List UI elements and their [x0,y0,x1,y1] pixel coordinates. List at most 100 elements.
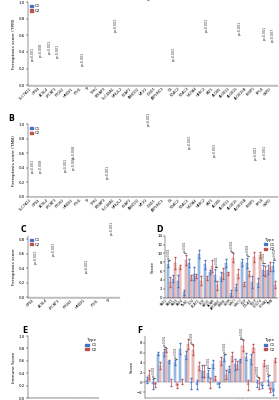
Bar [234,364,236,382]
Bar [236,365,238,382]
Bar [177,281,179,298]
Bar [196,382,198,385]
Text: p<0.001: p<0.001 [64,158,68,172]
Bar [223,358,225,382]
Bar [198,366,200,382]
Y-axis label: Immune Score: Immune Score [12,352,16,383]
Text: p=0.001: p=0.001 [56,44,60,58]
Legend: C1, C2: C1, C2 [263,338,276,352]
Text: p<0.001: p<0.001 [223,342,227,354]
Bar [203,371,205,382]
Text: p=0.008: p=0.008 [39,159,43,174]
Bar [269,382,271,390]
Bar [188,263,190,298]
Bar [253,257,255,298]
Bar [232,258,234,298]
Text: p<0.001: p<0.001 [246,244,250,255]
Legend: C1, C2: C1, C2 [30,126,40,136]
Text: p<0.001: p<0.001 [174,347,178,358]
Y-axis label: Ferroptosis score (TMB): Ferroptosis score (TMB) [12,135,16,186]
Bar [146,380,148,382]
Bar [174,263,176,298]
Text: p=0.001: p=0.001 [262,26,266,40]
Text: p=0.001: p=0.001 [254,146,258,160]
Bar [230,293,232,298]
Bar [220,276,222,298]
Text: p<0.001: p<0.001 [182,241,187,252]
Bar [165,350,167,382]
Bar [216,286,218,298]
Text: p<0.001: p<0.001 [105,165,109,179]
Text: p<0.001: p<0.001 [171,46,175,60]
Bar [212,364,214,382]
Bar [267,380,269,382]
Bar [159,366,162,382]
Text: p<0.001: p<0.001 [31,47,35,61]
Bar [172,278,174,298]
Text: p<0.001: p<0.001 [152,366,156,377]
Bar [193,274,195,298]
Bar [243,284,245,298]
Bar [163,352,165,382]
Bar [184,260,187,298]
Text: p<0.001: p<0.001 [230,239,234,251]
Text: p<0.001: p<0.001 [47,40,51,54]
Bar [192,350,194,382]
Bar [214,378,216,382]
Bar [258,382,260,384]
Bar [230,356,233,382]
Text: p<0.001: p<0.001 [85,259,88,273]
Bar [148,374,150,382]
Text: p<0.001: p<0.001 [52,242,56,256]
Text: p<0.001: p<0.001 [207,356,211,368]
Text: p<0.001: p<0.001 [239,327,244,338]
Bar [225,375,227,382]
Text: p<0.001: p<0.001 [214,255,218,267]
Bar [245,357,247,382]
Text: p<0.001: p<0.001 [272,248,276,259]
Bar [252,348,254,382]
Text: p=0.008: p=0.008 [39,43,43,57]
Bar [264,271,266,298]
Legend: C1, C2: C1, C2 [85,338,97,352]
Bar [195,276,197,298]
Bar [214,275,216,298]
Bar [251,282,253,298]
Text: p<0.001: p<0.001 [147,112,151,126]
Text: E: E [22,326,27,335]
Text: p<0.001: p<0.001 [110,221,114,235]
Text: p<0.001: p<0.001 [262,144,266,158]
Y-axis label: Score: Score [151,260,155,273]
Bar [239,360,241,382]
Text: p<0.001: p<0.001 [114,18,117,32]
Bar [209,382,211,383]
Bar [201,371,203,382]
Text: p<0.001: p<0.001 [163,335,167,346]
Legend: C1, C2: C1, C2 [30,238,40,247]
Y-axis label: Ferroptosis score (TPM): Ferroptosis score (TPM) [12,19,16,69]
Bar [167,264,169,298]
Bar [237,274,239,298]
Text: D: D [157,226,163,234]
Legend: C1, C2: C1, C2 [263,238,276,252]
Text: p=0.001: p=0.001 [72,156,76,170]
Text: p<0.001: p<0.001 [213,143,217,157]
Text: p<0.001: p<0.001 [31,159,35,173]
Bar [209,272,211,298]
Text: p<0.001: p<0.001 [205,18,208,32]
Bar [246,263,248,298]
Bar [152,382,154,384]
Text: C: C [21,226,26,234]
Bar [250,359,252,382]
Bar [190,277,192,298]
Bar [182,292,184,298]
Text: B: B [8,114,14,123]
Bar [211,266,213,298]
Bar [168,362,170,382]
Legend: C1, C2: C1, C2 [30,4,40,13]
Bar [220,361,222,382]
Bar [157,354,159,382]
Text: p<0.001: p<0.001 [80,52,85,66]
Text: p<0.001: p<0.001 [33,250,38,264]
Bar [187,344,189,382]
